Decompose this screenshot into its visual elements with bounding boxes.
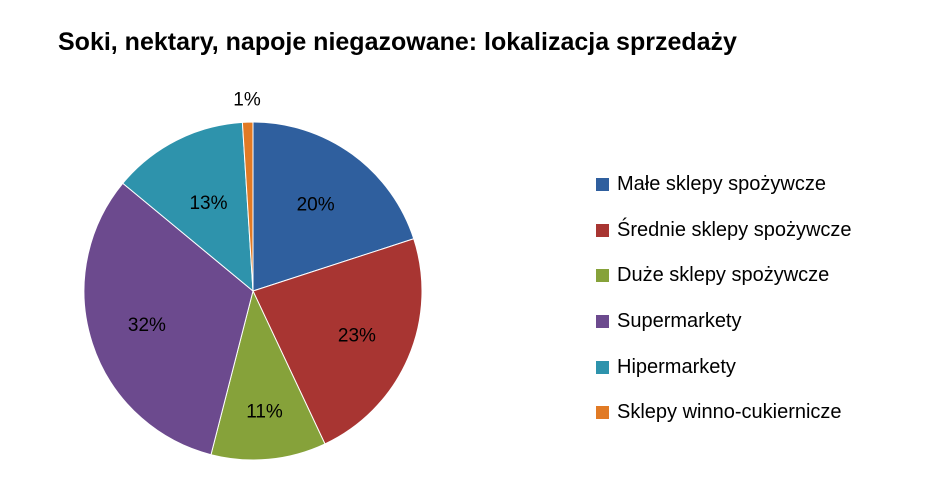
legend-label: Hipermarkety [617, 355, 736, 378]
legend-swatch [596, 178, 609, 192]
data-label: 23% [338, 326, 376, 347]
data-label: 11% [246, 402, 283, 423]
data-label: 32% [128, 315, 166, 336]
legend: Małe sklepy spożywcze Średnie sklepy spoż… [596, 162, 852, 436]
pie-slices [83, 121, 423, 461]
legend-label: Małe sklepy spożywcze [617, 173, 826, 196]
pie-slice [252, 238, 423, 445]
pie-slice [122, 121, 254, 293]
pie-slice [210, 289, 326, 461]
legend-swatch [596, 223, 609, 237]
legend-label: Średnie sklepy spożywcze [617, 218, 852, 241]
legend-item: Supermarkety [596, 299, 852, 345]
pie-slice [241, 121, 254, 292]
pie-slice [83, 182, 254, 456]
legend-swatch [596, 360, 609, 374]
data-label: 20% [297, 194, 335, 215]
legend-swatch [596, 269, 609, 283]
data-label: 1% [233, 90, 261, 111]
legend-item: Średnie sklepy spożywcze [596, 208, 852, 254]
legend-item: Duże sklepy spożywcze [596, 253, 852, 299]
legend-label: Sklepy winno-cukiernicze [617, 401, 842, 424]
legend-item: Sklepy winno-cukiernicze [596, 390, 852, 436]
pie-data-labels: 20% 23% 11% 32% 13% 1% [128, 90, 376, 423]
chart-title: Soki, nektary, napoje niegazowane: lokal… [58, 28, 737, 56]
legend-label: Duże sklepy spożywcze [617, 264, 830, 287]
legend-item: Hipermarkety [596, 344, 852, 390]
legend-swatch [596, 406, 609, 420]
legend-label: Supermarkety [617, 310, 742, 333]
data-label: 13% [189, 193, 227, 214]
legend-swatch [596, 315, 609, 329]
legend-item: Małe sklepy spożywcze [596, 162, 852, 208]
pie-slice [252, 121, 415, 292]
